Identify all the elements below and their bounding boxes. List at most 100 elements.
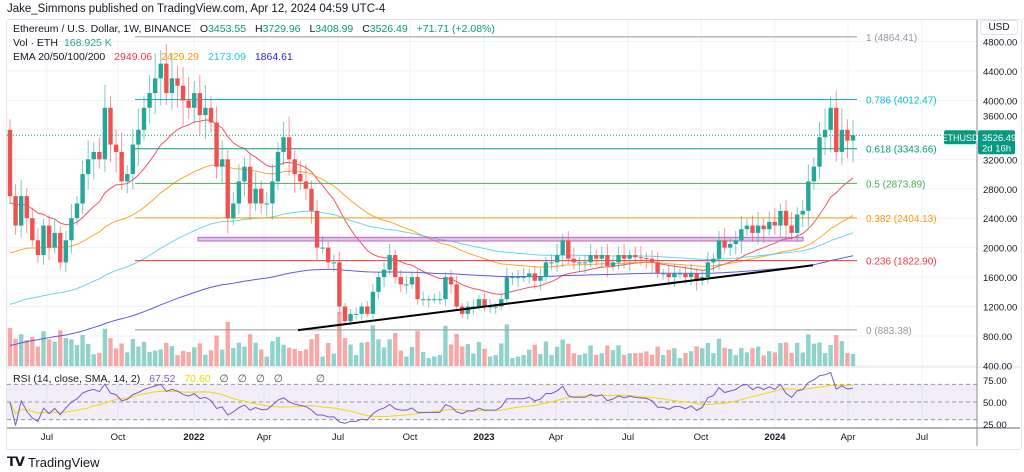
price-tick-label: 2000.00 <box>983 244 1017 255</box>
candle-body <box>806 181 811 211</box>
close-label: C <box>362 23 370 35</box>
volume-bar <box>755 346 761 366</box>
time-tick-label: Jul <box>916 432 928 443</box>
volume-bar <box>203 354 208 366</box>
volume-bar <box>694 346 699 366</box>
candle-body <box>253 188 258 204</box>
volume-bar <box>264 356 270 366</box>
time-tick-label: Jul <box>622 432 634 443</box>
volume-bar <box>817 342 822 366</box>
volume-bar <box>577 355 582 366</box>
candle-body <box>437 299 443 301</box>
volume-bar <box>69 339 74 366</box>
candle-body <box>52 232 57 248</box>
candle-body <box>225 159 230 219</box>
candle-body <box>393 255 398 278</box>
close-value: 3526.49 <box>369 23 408 35</box>
candle-body <box>599 255 604 259</box>
volume-label[interactable]: Vol · ETH <box>13 37 58 49</box>
volume-bar <box>454 334 459 366</box>
candle-body <box>476 299 482 307</box>
volume-bar <box>303 349 309 366</box>
volume-bar <box>543 341 549 366</box>
rsi-value: 67.52 <box>149 373 176 385</box>
volume-bar <box>471 353 476 366</box>
candle-body <box>270 181 275 204</box>
symbol-title[interactable]: Ethereum / U.S. Dollar, 1W, BINANCE <box>13 23 191 35</box>
candle-body <box>493 306 498 308</box>
price-tick-label: 3600.00 <box>983 112 1017 123</box>
volume-bar <box>219 349 225 366</box>
chart-frame <box>6 19 1022 450</box>
candle-body <box>130 144 136 175</box>
rsi-na-value: ∅ <box>219 373 229 385</box>
candle-body <box>80 174 85 204</box>
candle-body <box>711 258 716 263</box>
candle-body <box>538 277 543 281</box>
volume-bar <box>381 347 387 366</box>
candle-body <box>739 229 744 241</box>
candle-body <box>309 188 314 211</box>
volume-bar <box>560 339 565 366</box>
volume-bar <box>24 340 29 366</box>
candle-body <box>236 181 242 204</box>
volume-bar <box>850 353 856 366</box>
volume-bar <box>270 341 275 366</box>
ema-label[interactable]: EMA 20/50/100/200 <box>13 51 106 63</box>
volume-bar <box>666 349 671 366</box>
candle-body <box>761 225 766 230</box>
fib-level-label: 1 (4864.41) <box>866 33 917 44</box>
fib-level-label: 0.382 (2404.13) <box>866 214 937 225</box>
candle-body <box>125 174 130 182</box>
volume-bar <box>599 353 604 366</box>
volume-bar <box>437 355 443 366</box>
volume-bar <box>571 353 577 366</box>
candle-body <box>186 100 191 108</box>
volume-bar <box>593 354 599 366</box>
candle-body <box>158 63 163 79</box>
candle-body <box>521 277 526 279</box>
volume-bar <box>811 343 817 366</box>
candle-body <box>605 255 610 267</box>
volume-bar <box>672 348 677 366</box>
volume-bar <box>845 353 850 366</box>
time-tick-label: Oct <box>111 432 126 443</box>
currency-button[interactable]: USD <box>980 20 1018 35</box>
volume-bar <box>158 349 163 366</box>
candle-body <box>487 306 493 308</box>
time-tick-label: Apr <box>257 432 272 443</box>
volume-bar <box>91 354 96 366</box>
candle-body <box>482 299 487 307</box>
ema20-line <box>9 119 854 296</box>
candle-body <box>415 277 420 300</box>
volume-bar <box>649 354 655 366</box>
ema50-line <box>9 164 854 268</box>
volume-bar <box>683 352 688 366</box>
candle-body <box>342 306 348 322</box>
candle-body <box>850 135 856 141</box>
volume-bar <box>404 356 409 366</box>
candle-body <box>387 255 392 270</box>
volume-bar <box>41 331 46 366</box>
candle-body <box>755 225 761 233</box>
volume-bar <box>499 343 504 366</box>
candle-body <box>448 277 454 285</box>
rsi-label[interactable]: RSI (14, close, SMA, 14, 2) <box>13 373 141 385</box>
volume-bar <box>487 356 493 366</box>
volume-bar <box>74 345 80 366</box>
price-tick-label: 3200.00 <box>983 155 1017 166</box>
ema100-line <box>9 210 854 305</box>
candle-body <box>649 258 655 263</box>
candle-body <box>515 277 521 279</box>
volume-legend: Vol · ETH 168.925 K <box>13 37 118 49</box>
time-tick-label: 2022 <box>183 432 204 443</box>
volume-bar <box>231 348 236 366</box>
candle-body <box>616 255 621 263</box>
rsi-tick-label: 75.00 <box>983 376 1007 387</box>
volume-bar <box>298 351 303 366</box>
price-tick-label: 400.00 <box>983 361 1012 372</box>
volume-bar <box>521 355 526 366</box>
volume-bar <box>711 353 716 366</box>
fib-level-label: 0.618 (3343.66) <box>866 145 937 156</box>
